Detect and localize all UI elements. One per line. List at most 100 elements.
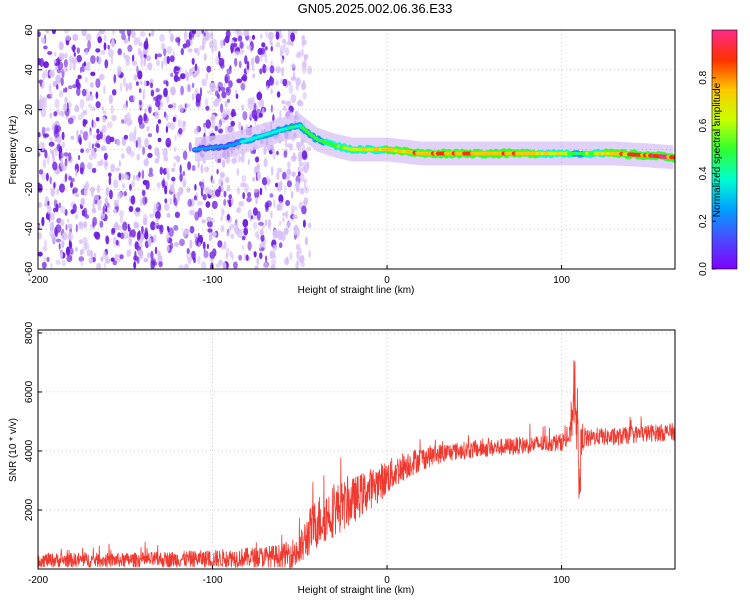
noise-speckle	[260, 47, 266, 55]
noise-speckle	[177, 38, 181, 47]
noise-speckle	[155, 123, 159, 134]
noise-speckle	[158, 261, 163, 268]
noise-speckle	[295, 52, 302, 59]
noise-speckle	[276, 150, 279, 156]
noise-speckle	[92, 198, 95, 209]
noise-speckle	[259, 243, 262, 250]
noise-speckle	[138, 142, 142, 149]
noise-speckle	[43, 133, 50, 138]
snr-series-line	[38, 360, 675, 569]
noise-speckle	[147, 133, 152, 138]
noise-speckle	[100, 73, 103, 81]
noise-speckle	[232, 222, 239, 230]
noise-speckle	[129, 119, 133, 125]
spectrogram-x-axis-title: Height of straight line (km)	[298, 285, 415, 296]
noise-speckle	[103, 42, 107, 51]
noise-speckle	[226, 213, 230, 221]
noise-speckle	[163, 156, 168, 162]
noise-speckle	[276, 91, 281, 98]
noise-speckle	[113, 179, 119, 189]
noise-speckle	[44, 149, 48, 159]
noise-speckle	[222, 261, 227, 269]
noise-speckle	[275, 31, 280, 40]
noise-speckle	[271, 143, 275, 152]
noise-speckle	[308, 250, 311, 258]
noise-speckle	[49, 212, 55, 221]
snr-frame	[37, 329, 676, 570]
noise-speckle	[192, 72, 196, 79]
noise-speckle	[103, 152, 108, 161]
noise-speckle	[272, 229, 279, 239]
noise-speckle	[270, 104, 273, 113]
noise-speckle	[296, 141, 300, 149]
noise-speckle	[303, 178, 308, 183]
noise-speckle	[242, 245, 245, 250]
y-tick-label: -40	[24, 222, 35, 237]
noise-speckle	[79, 129, 84, 135]
noise-speckle	[103, 34, 107, 41]
noise-speckle	[121, 119, 125, 124]
noise-speckle	[50, 233, 54, 239]
noise-speckle	[156, 94, 163, 100]
noise-speckle	[218, 178, 224, 187]
noise-speckle	[269, 65, 275, 74]
noise-speckle	[301, 167, 307, 172]
noise-speckle	[41, 71, 46, 81]
noise-speckle	[252, 221, 258, 229]
noise-speckle	[282, 105, 287, 112]
noise-speckle	[53, 147, 57, 152]
noise-speckle	[118, 210, 124, 218]
noise-speckle	[276, 171, 280, 181]
noise-speckle	[113, 199, 118, 207]
noise-speckle	[179, 238, 185, 247]
noise-speckle	[224, 177, 229, 183]
noise-speckle	[116, 139, 121, 147]
noise-speckle	[302, 161, 308, 169]
noise-speckle	[113, 74, 117, 84]
noise-speckle	[256, 163, 260, 172]
noise-speckle	[243, 227, 249, 236]
noise-speckle	[251, 34, 256, 40]
noise-speckle	[298, 171, 301, 177]
noise-speckle	[64, 96, 68, 104]
noise-speckle	[173, 224, 179, 231]
noise-speckle	[186, 83, 192, 93]
noise-speckle	[298, 161, 303, 167]
noise-speckle	[157, 53, 162, 58]
noise-speckle	[182, 43, 187, 49]
noise-speckle	[76, 47, 81, 54]
noise-speckle	[66, 218, 70, 223]
noise-speckle	[142, 48, 149, 55]
noise-speckle	[49, 221, 55, 232]
noise-speckle	[129, 183, 132, 191]
noise-speckle	[195, 125, 199, 135]
noise-speckle	[91, 167, 97, 173]
noise-speckle	[38, 132, 41, 138]
noise-speckle	[204, 98, 209, 107]
noise-speckle	[241, 104, 245, 111]
noise-speckle	[135, 207, 141, 213]
noise-speckle	[242, 111, 248, 121]
noise-speckle	[165, 167, 170, 174]
noise-speckle	[123, 191, 127, 197]
noise-speckle	[301, 205, 307, 215]
noise-speckle	[132, 174, 136, 181]
noise-speckle	[223, 38, 226, 46]
snr-x-axis-title: Height of straight line (km)	[298, 585, 415, 596]
noise-speckle	[125, 59, 130, 67]
noise-speckle	[208, 189, 215, 196]
y-tick-label: -60	[24, 261, 35, 276]
noise-speckle	[143, 57, 147, 67]
noise-speckle	[107, 172, 112, 178]
noise-speckle	[76, 82, 81, 90]
noise-speckle	[228, 194, 232, 200]
noise-speckle	[127, 44, 133, 53]
noise-speckle	[47, 205, 52, 215]
noise-speckle	[110, 104, 114, 115]
spectrogram-y-ticks: -60 -40 -20 0 20 40 60	[24, 24, 42, 276]
noise-speckle	[270, 210, 273, 219]
noise-speckle	[236, 207, 242, 214]
noise-speckle	[302, 219, 306, 228]
noise-speckle	[44, 238, 48, 248]
noise-speckle	[65, 34, 71, 41]
